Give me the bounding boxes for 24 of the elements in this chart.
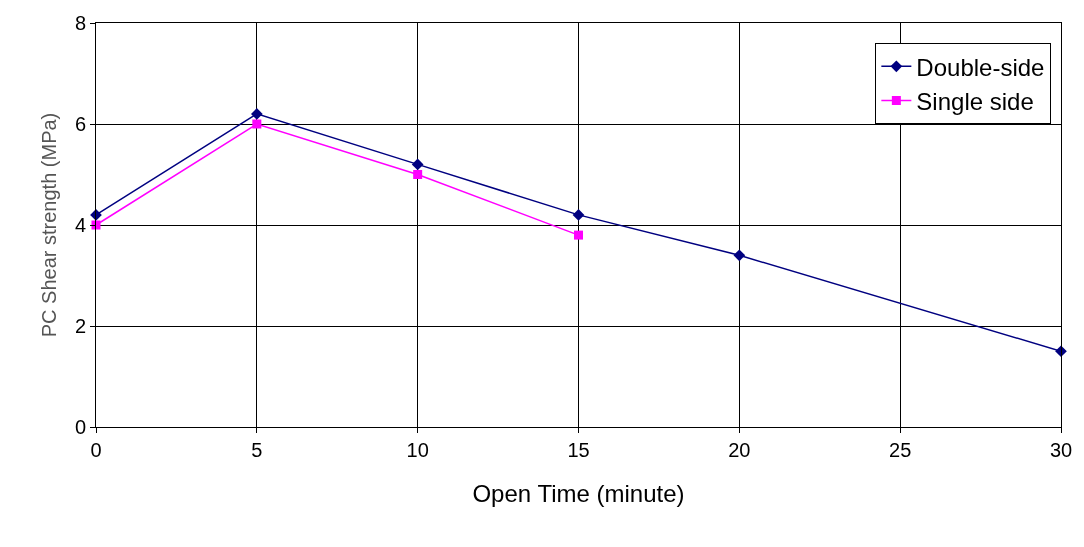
y-axis-title: PC Shear strength (MPa) <box>38 112 61 338</box>
y-tick-label: 4 <box>74 214 86 236</box>
x-axis-title: Open Time (minute) <box>472 480 685 508</box>
point <box>413 170 423 179</box>
y-tick-label: 0 <box>74 416 86 438</box>
x-tick-label: 30 <box>1049 439 1073 461</box>
x-tick-label: 0 <box>90 439 102 461</box>
point <box>250 108 263 120</box>
y-tick-label: 8 <box>74 12 86 34</box>
x-tick-label: 20 <box>728 439 751 461</box>
point <box>252 119 262 129</box>
point <box>411 158 424 171</box>
point <box>733 249 746 262</box>
legend-label: Single side <box>916 87 1034 115</box>
x-tick-label: 10 <box>406 439 429 461</box>
legend-label: Double-side <box>916 53 1045 81</box>
point <box>572 209 585 221</box>
y-tick-label: 2 <box>74 315 86 337</box>
point <box>1055 345 1067 358</box>
x-tick-label: 5 <box>251 439 263 461</box>
x-tick-label: 15 <box>567 439 590 461</box>
x-tick-label: 25 <box>889 439 912 461</box>
y-tick-label: 6 <box>74 113 86 135</box>
point <box>574 230 583 240</box>
